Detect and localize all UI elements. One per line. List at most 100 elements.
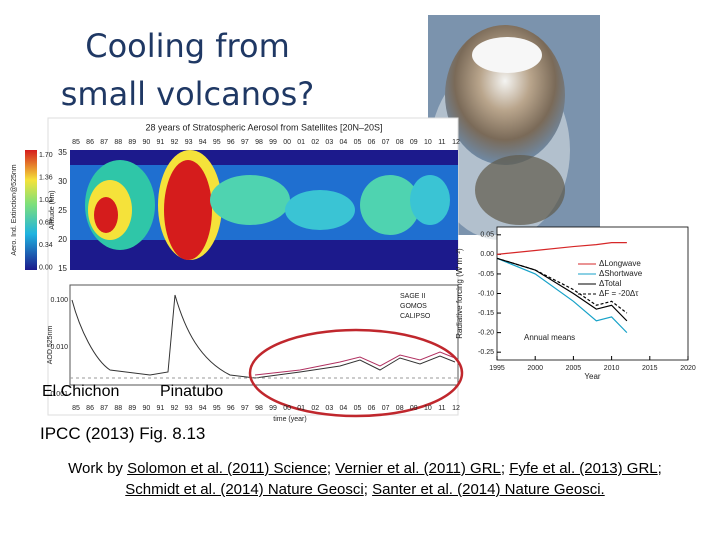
year-label: 03	[325, 405, 333, 412]
citation-text: ;	[363, 481, 373, 498]
year-label: 06	[368, 139, 376, 146]
citation-text: ;	[657, 460, 662, 477]
series-line	[496, 257, 628, 334]
year-label: 04	[340, 405, 348, 412]
year-label: 87	[100, 139, 108, 146]
year-label: 86	[86, 405, 94, 412]
year-label: 10	[424, 405, 432, 412]
x-tick-label: 2010	[604, 365, 620, 372]
colorbar-tick: 0.68	[39, 219, 53, 226]
year-label: 85	[72, 405, 80, 412]
year-label: 98	[255, 139, 263, 146]
altitude-tick: 20	[58, 235, 67, 244]
year-label: 89	[128, 405, 136, 412]
legend-entry: ΔShortwave	[599, 269, 643, 278]
aod-tick: 0.001	[50, 391, 68, 398]
x-tick-label: 2020	[680, 365, 696, 372]
y-tick-label: -0.15	[478, 310, 494, 317]
colorbar-tick: 1.02	[39, 197, 53, 204]
year-label: 96	[227, 405, 235, 412]
year-label: 99	[269, 139, 277, 146]
title-line: small volcanos?	[60, 75, 315, 113]
year-label: 11	[438, 139, 445, 146]
year-label: 09	[410, 139, 418, 146]
year-label: 93	[185, 139, 193, 146]
citation-link[interactable]: Schmidt et al. (2014) Nature Geosci	[125, 481, 364, 498]
x-tick-label: 2000	[527, 365, 543, 372]
year-label: 10	[424, 139, 432, 146]
citation-link[interactable]: Santer et al. (2014) Nature Geosci.	[372, 481, 605, 498]
series-line	[496, 257, 628, 322]
year-label: 91	[157, 139, 165, 146]
year-label: 03	[325, 139, 333, 146]
year-label: 96	[227, 139, 235, 146]
citation-link[interactable]: Vernier et al. (2011) GRL	[335, 460, 501, 477]
y-tick-label: 0.05	[480, 232, 494, 239]
colorbar-tick: 0.34	[39, 242, 53, 249]
year-label: 11	[438, 405, 445, 412]
annotation: Annual means	[524, 333, 575, 342]
series-line	[496, 257, 628, 314]
legend-entry: CALIPSO	[400, 313, 431, 320]
altitude-tick: 15	[58, 264, 67, 273]
citation-link[interactable]: Solomon et al. (2011) Science	[127, 460, 327, 477]
year-label: 97	[241, 139, 249, 146]
forcing-chart	[496, 226, 689, 361]
y-tick-label: -0.20	[478, 329, 494, 336]
year-label: 08	[396, 405, 404, 412]
citation-text: ;	[500, 460, 510, 477]
year-label: 92	[171, 139, 179, 146]
legend-entry: ΔLongwave	[599, 259, 641, 268]
year-label: 05	[354, 139, 362, 146]
year-label: 92	[171, 405, 179, 412]
year-label: 90	[142, 405, 150, 412]
axis-label: time (year)	[273, 416, 306, 423]
year-label: 91	[157, 405, 165, 412]
year-label: 00	[283, 405, 291, 412]
year-label: 12	[452, 139, 460, 146]
colorbar-tick: 1.70	[39, 152, 53, 159]
altitude-tick: 35	[58, 148, 67, 157]
year-label: 95	[213, 405, 221, 412]
figure-source: IPCC (2013) Fig. 8.13	[40, 424, 206, 443]
axis-label: Radiative forcing (W m⁻²)	[455, 248, 464, 339]
citation-text: ;	[326, 460, 336, 477]
year-label: 02	[311, 139, 319, 146]
year-label: 02	[311, 405, 319, 412]
aod-tick: 0.100	[50, 297, 68, 304]
y-tick-label: -0.25	[478, 349, 494, 356]
axis-label: Aero. Ind. Extinction@525nm	[11, 164, 18, 255]
year-label: 85	[72, 139, 80, 146]
colorbar-tick: 0.00	[39, 264, 53, 271]
altitude-tick: 25	[58, 206, 67, 215]
year-label: 88	[114, 405, 122, 412]
volcano-photo	[428, 15, 600, 240]
year-label: 09	[410, 405, 418, 412]
year-label: 97	[241, 405, 249, 412]
year-label: 87	[100, 405, 108, 412]
year-label: 90	[142, 139, 150, 146]
aod-tick: 0.010	[50, 344, 68, 351]
year-label: 93	[185, 405, 193, 412]
year-label: 01	[297, 405, 305, 412]
x-tick-label: 2005	[566, 365, 582, 372]
slide-title: Cooling from small volcanos?	[20, 22, 355, 118]
year-label: 08	[396, 139, 404, 146]
axis-label: AOD 525nm	[47, 326, 54, 365]
y-tick-label: 0.00	[480, 251, 494, 258]
year-label: 94	[199, 139, 207, 146]
year-label: 12	[452, 405, 460, 412]
year-label: 98	[255, 405, 263, 412]
year-label: 07	[382, 139, 390, 146]
figure-title: 28 years of Stratospheric Aerosol from S…	[145, 122, 382, 132]
citation-link[interactable]: Fyfe et al. (2013) GRL	[509, 460, 658, 477]
axis-label: Altitude (km)	[49, 190, 56, 229]
altitude-tick: 30	[58, 177, 67, 186]
year-label: 05	[354, 405, 362, 412]
y-tick-label: -0.05	[478, 271, 494, 278]
year-label: 07	[382, 405, 390, 412]
year-label: 86	[86, 139, 94, 146]
year-label: 06	[368, 405, 376, 412]
volcano-label: Pinatubo	[160, 383, 224, 400]
